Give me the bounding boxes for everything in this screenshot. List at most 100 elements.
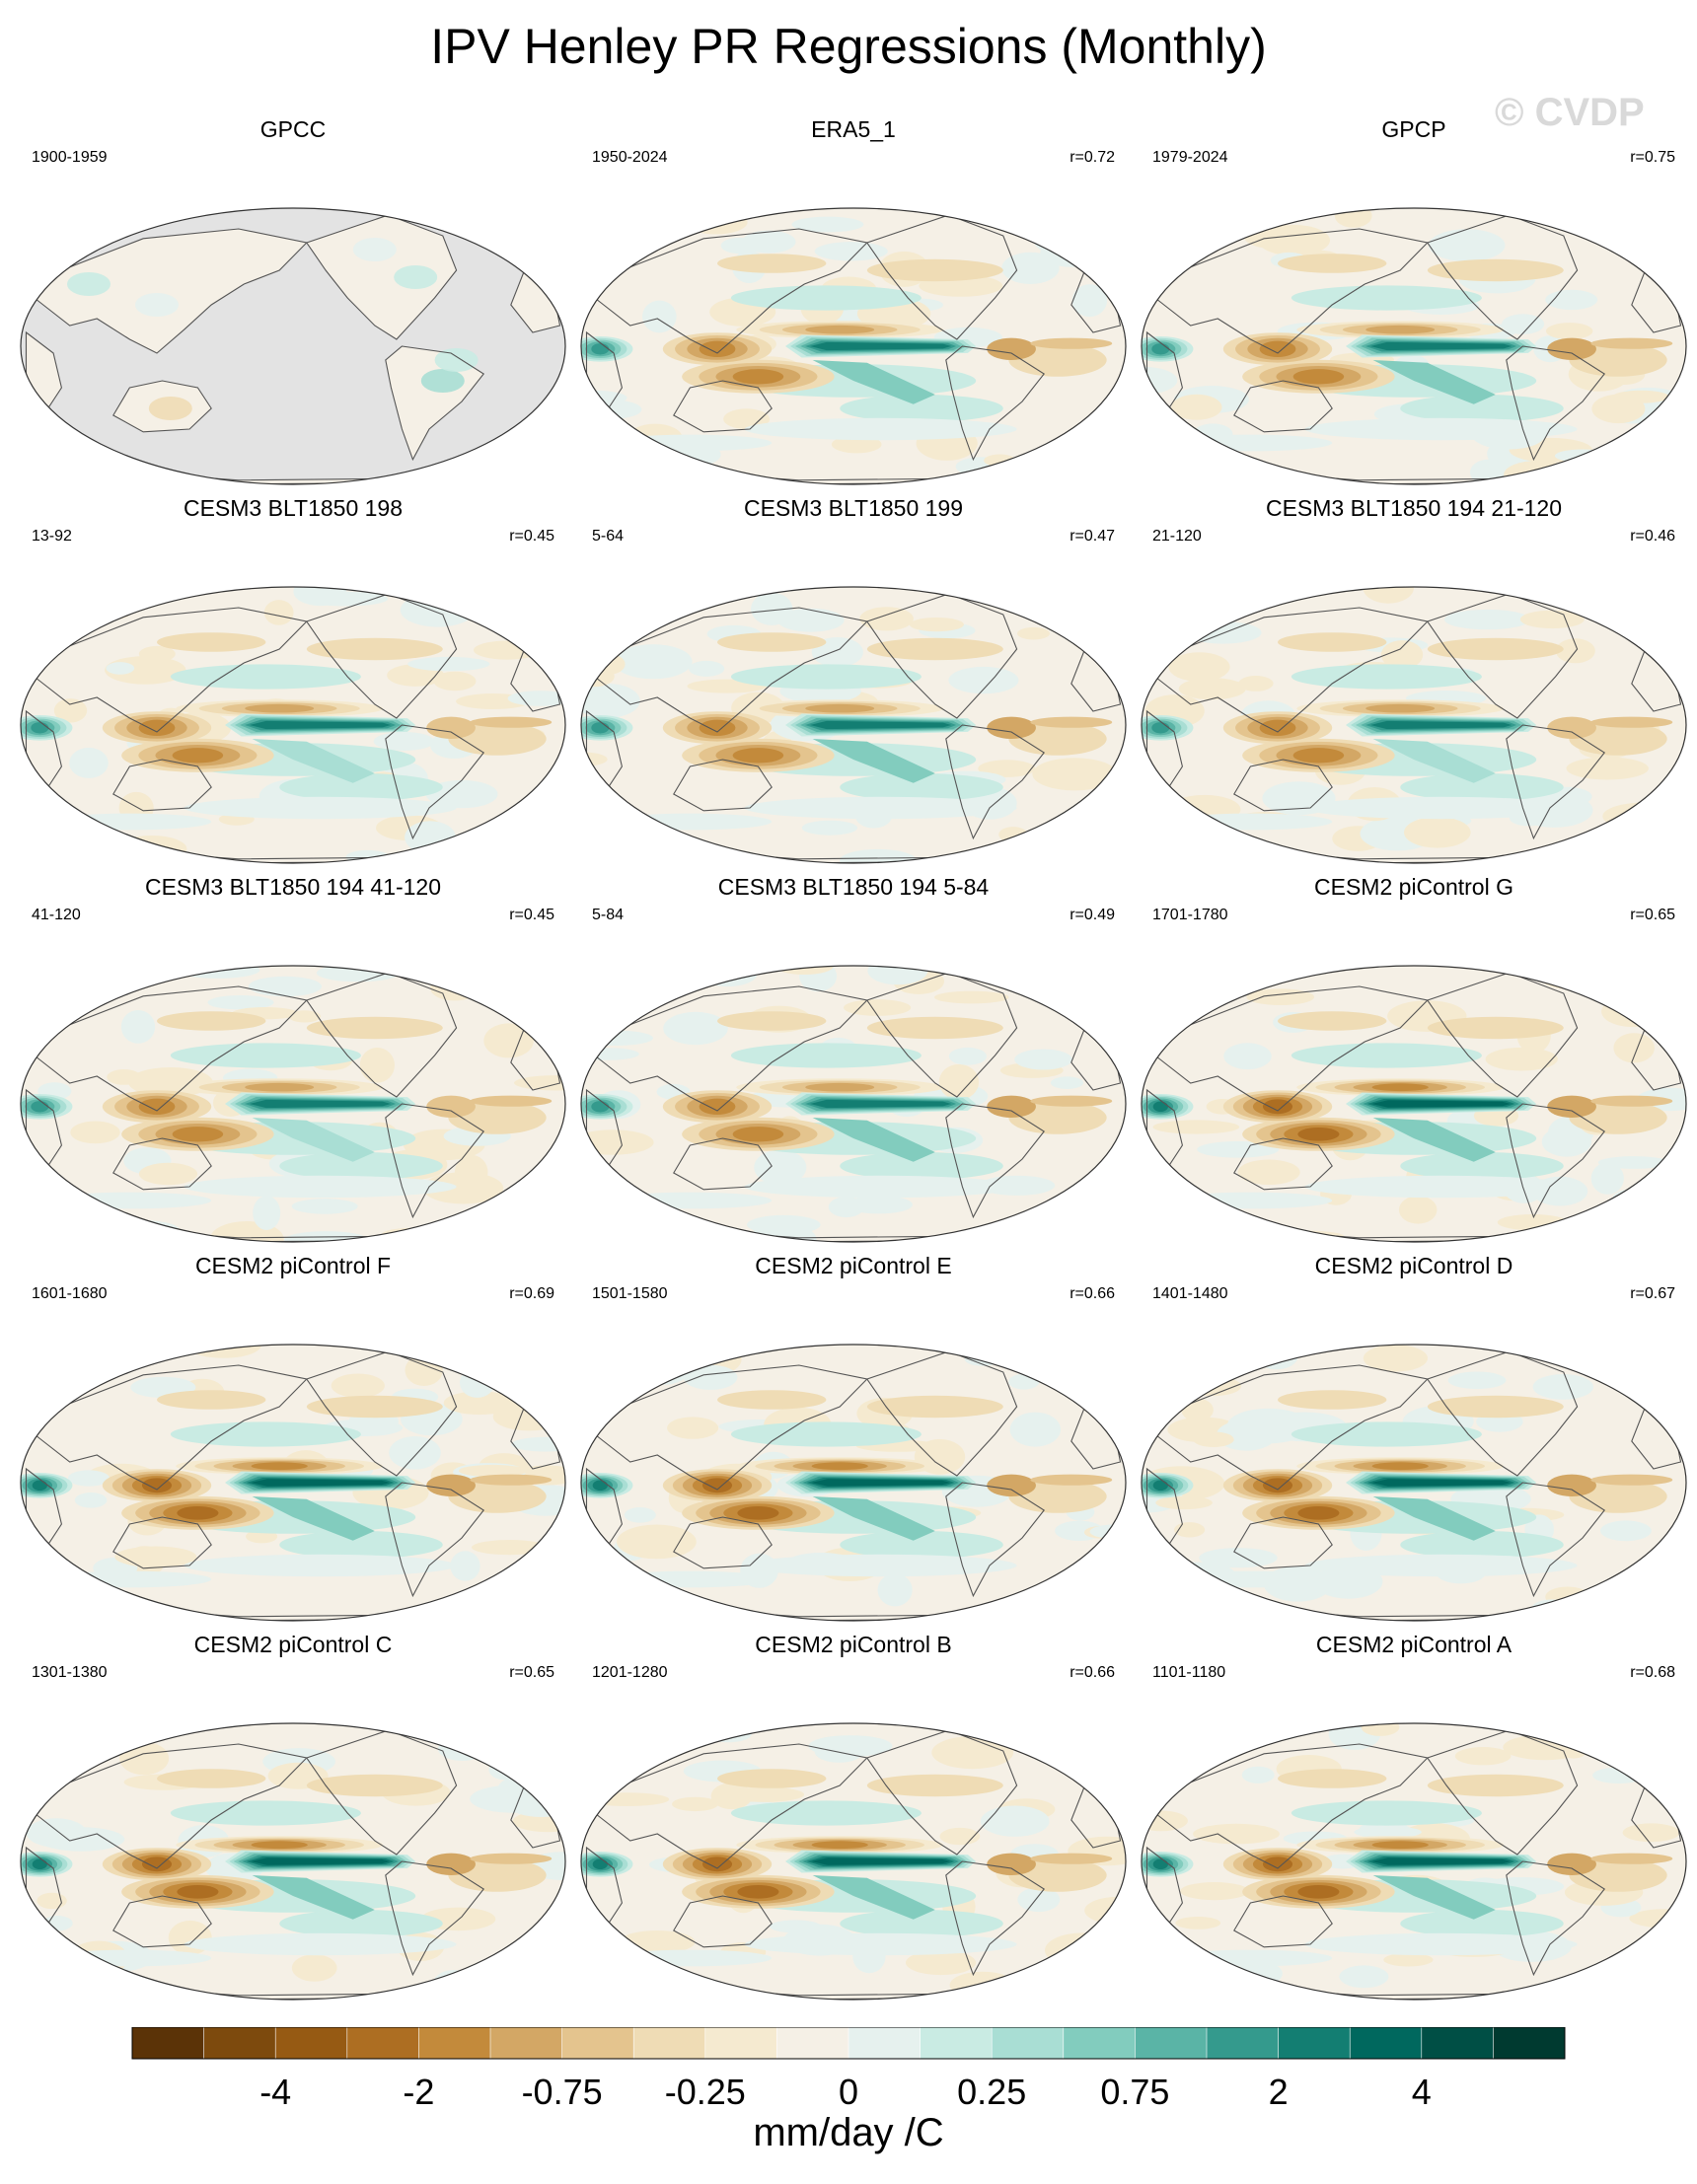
background-anomaly [581,427,627,442]
background-anomaly [460,1367,495,1398]
background-anomaly [207,995,274,1010]
indian-ocean-wet-anomaly [1151,722,1170,734]
map-panel: CESM3 BLT1850 194 41-120 41-120 r=0.45 [14,874,572,1253]
background-anomaly [1056,971,1126,990]
regional-anomaly-band [840,1531,1003,1559]
background-anomaly [185,1345,261,1358]
west-pacific-dry-anomaly [701,1478,733,1493]
background-anomaly [1454,1747,1512,1766]
regression-map [20,965,566,1243]
background-anomaly [1032,223,1062,252]
regression-map [580,965,1127,1243]
regional-anomaly-band [47,813,212,831]
background-anomaly [1178,678,1246,700]
regression-map [580,207,1127,485]
equatorial-pacific-wet-anomaly [1370,341,1513,351]
equatorial-pacific-wet-anomaly [1371,1100,1512,1108]
atlantic-itcz-anomaly [1590,1474,1673,1486]
indian-ocean-wet-anomaly [592,1858,608,1870]
regional-anomaly-band [744,796,1017,820]
coastline-samerica [1506,1482,1606,1598]
regional-anomaly-band [1168,1570,1333,1588]
coastline-namerica [1426,972,1579,1098]
background-anomaly [1271,1230,1345,1242]
atlantic-itcz-anomaly [470,716,553,728]
equatorial-pacific-wet-anomaly [250,720,392,730]
indian-ocean-wet-anomaly [591,722,610,734]
background-anomaly [492,1402,565,1431]
panel-period: 1201-1280 [592,1664,668,1681]
cvdp-watermark: © CVDP [1495,91,1645,134]
colorbar-swatch [991,2027,1065,2060]
colorbar-swatch [131,2027,205,2060]
background-anomaly [21,1981,68,1995]
equatorial-pacific-wet-anomaly [251,1479,391,1487]
background-anomaly [801,820,857,836]
background-anomaly [1613,1033,1655,1063]
map-border [20,586,566,864]
regional-anomaly-band [608,1192,773,1209]
background-anomaly [614,644,693,680]
background-anomaly [723,408,771,430]
panel-period: 1101-1180 [1152,1664,1226,1681]
background-anomaly [301,591,389,607]
background-anomaly [1648,789,1686,824]
regional-anomaly-band [744,1932,1017,1956]
regional-anomaly-band [306,1016,443,1040]
background-anomaly [1102,1348,1126,1378]
colorbar-swatch [1493,2027,1566,2060]
regional-anomaly-band [1427,637,1564,661]
background-anomaly [638,1355,690,1385]
background-anomaly [138,645,176,662]
coastline-australia [112,1516,212,1569]
equatorial-pacific-wet-anomaly [811,1479,951,1487]
west-pacific-dry-anomaly [699,719,736,736]
colorbar-swatch [776,2027,849,2060]
coastline-asia [33,1364,308,1491]
colorbar-swatch [1063,2027,1137,2060]
background-anomaly [683,1364,738,1390]
background-anomaly [345,849,390,863]
equatorial-pacific-wet-anomaly [1370,720,1513,730]
map-border [580,1722,1127,2001]
background-anomaly [938,1063,980,1100]
amazon-dry-anomaly [426,716,476,739]
land-anomaly-blob [394,265,438,289]
map-panel: CESM3 BLT1850 198 13-92 r=0.45 [14,495,572,874]
coastline-namerica [305,214,458,340]
atlantic-itcz-anomaly [470,1474,553,1486]
panel-title: CESM2 piControl D [1314,1253,1513,1278]
spcz-dry-anomaly [732,1127,784,1142]
coastline-namerica [865,214,1018,340]
panel-correlation: r=0.66 [1070,1664,1115,1681]
background-anomaly [909,618,964,632]
map-border [20,1722,566,2001]
atlantic-itcz-anomaly [1590,1095,1673,1107]
regional-anomaly-band [1168,434,1333,452]
north-pacific-dry-anomaly [1365,325,1436,334]
background-anomaly [1597,1156,1670,1169]
coastline-samerica [945,1860,1046,1977]
background-anomaly [443,1391,516,1416]
background-anomaly [811,637,863,668]
regional-anomaly-band [1278,1011,1387,1031]
regional-anomaly-band [279,1910,443,1937]
land-asia [34,229,307,353]
coastline-samerica [945,345,1046,462]
background-anomaly [1042,1572,1117,1607]
background-anomaly [425,779,498,809]
regional-anomaly-band [47,1949,212,1967]
background-anomaly [53,698,88,723]
background-anomaly [1241,1766,1275,1784]
regional-anomaly-band [1427,1016,1564,1040]
colorbar-tick-label: 0 [839,2072,858,2112]
panel-title: CESM3 BLT1850 194 21-120 [1265,495,1563,521]
west-pacific-dry-anomaly [1259,719,1296,736]
amazon-dry-anomaly [1547,337,1596,360]
panel-title: CESM2 piControl E [755,1253,952,1278]
map-border [1141,965,1687,1243]
background-anomaly [1659,1345,1686,1363]
map-panel: CESM2 piControl B 1201-1280 r=0.66 [574,1632,1133,2010]
background-anomaly [1237,1159,1300,1186]
west-pacific-dry-anomaly [138,719,176,736]
